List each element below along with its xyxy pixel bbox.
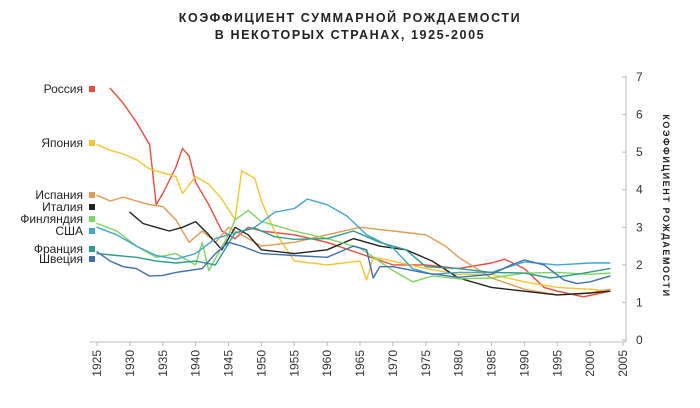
x-tick-label: 1985	[485, 350, 499, 377]
title-line-1: КОЭФФИЦИЕНТ СУММАРНОЙ РОЖДАЕМОСТИ	[178, 11, 522, 25]
legend-swatch	[89, 86, 95, 92]
y-axis-ticks: 0 1 2 3 4 5 6 7	[622, 70, 643, 347]
legend-swatch	[89, 256, 95, 262]
legend-label: Россия	[44, 82, 83, 96]
series-line-1	[109, 87, 611, 298]
legend-swatch	[89, 228, 95, 234]
x-tick-label: 1995	[550, 350, 564, 377]
chart-title: КОЭФФИЦИЕНТ СУММАРНОЙ РОЖДАЕМОСТИ В НЕКО…	[0, 10, 700, 44]
x-tick-label: 1965	[353, 350, 367, 377]
legend-label: Япония	[41, 136, 83, 150]
legend-swatch	[89, 246, 95, 252]
title-line-2: В НЕКОТОРЫХ СТРАНАХ, 1925-2005	[214, 28, 486, 42]
legend-label: Финляндия	[20, 212, 83, 226]
y-tick-label: 3	[636, 220, 643, 234]
legend-label: Италия	[42, 200, 83, 214]
x-tick-label: 1960	[320, 350, 334, 377]
legend-label: Франция	[34, 242, 83, 256]
y-tick-label: 4	[636, 183, 643, 197]
series-line-4	[129, 211, 611, 296]
series-line-5	[96, 209, 611, 283]
x-tick-label: 1940	[189, 350, 203, 377]
y-tick-label: 0	[636, 333, 643, 347]
x-tick-label: 1975	[419, 350, 433, 377]
y-tick-label: 2	[636, 258, 643, 272]
series-lines	[96, 87, 611, 298]
x-tick-label: 1990	[517, 350, 531, 377]
series-line-2	[96, 143, 611, 292]
x-tick-label: 1930	[123, 350, 137, 377]
y-tick-label: 6	[636, 108, 643, 122]
y-tick-label: 1	[636, 295, 643, 309]
x-tick-label: 1970	[386, 350, 400, 377]
legend-swatch	[89, 192, 95, 198]
legend-swatch	[89, 204, 95, 210]
x-tick-label: 2000	[583, 350, 597, 377]
series-line-7	[96, 227, 611, 279]
x-tick-label: 1925	[90, 350, 104, 377]
x-tick-label: 1935	[156, 350, 170, 377]
legend-swatch	[89, 216, 95, 222]
legend-label: Швеция	[39, 252, 83, 266]
series-line-6	[96, 198, 611, 275]
x-tick-label: 1945	[222, 350, 236, 377]
x-tick-label: 2005	[616, 350, 630, 377]
x-axis-ticks: 1925 1930 1935 1940 1945 1950 1955 1960 1965 1970…	[90, 342, 630, 377]
x-tick-label: 1950	[254, 350, 268, 377]
x-tick-label: 1955	[287, 350, 301, 377]
y-axis-label: КОЭФФИЦИЕНТ РОЖДАЕМОСТИ	[661, 114, 671, 297]
legend-label: США	[55, 224, 83, 238]
series-line-3	[96, 194, 611, 296]
series-line-8	[96, 241, 611, 285]
legend-swatch	[89, 140, 95, 146]
x-tick-label: 1980	[452, 350, 466, 377]
y-tick-label: 7	[636, 70, 643, 84]
y-tick-label: 5	[636, 145, 643, 159]
legend-label: Испания	[35, 188, 83, 202]
